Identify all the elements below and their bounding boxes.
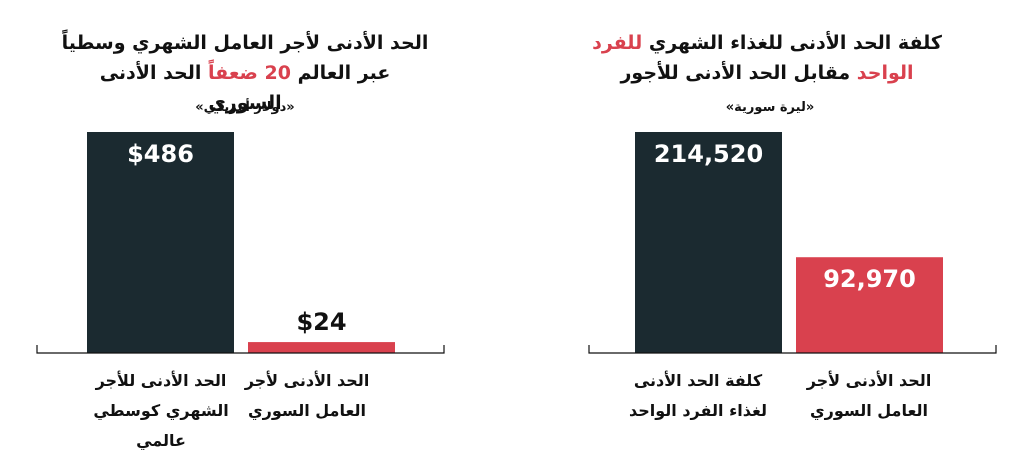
category-label-syria: الحد الأدنى لأجر العامل السوري xyxy=(806,371,932,420)
title-part-1: الحد الأدنى لأجر العامل الشهري وسطياً عب… xyxy=(61,32,429,84)
title-highlight: للفرد الواحد xyxy=(592,32,914,84)
title-part-3: الحد الأدنى السوري xyxy=(99,62,282,114)
data-label: $24 xyxy=(296,308,346,336)
category-label-syria: الحد الأدنى لأجر العامل السوري xyxy=(244,371,370,420)
x-axis-baseline xyxy=(588,345,997,354)
bar-first xyxy=(635,132,782,353)
data-label: $486 xyxy=(127,140,194,168)
bar-second xyxy=(796,257,943,353)
unit-label: «ليرة سورية» xyxy=(725,100,815,115)
chart-panel-usd: الحد الأدنى لأجر العامل الشهري وسطياً عب… xyxy=(36,28,445,450)
category-label-global: الحد الأدنى للأجر الشهري كوسطي عالمي xyxy=(93,371,229,450)
bar-second xyxy=(248,342,395,353)
bar-chart-usd: $486 $24 xyxy=(36,132,445,354)
bar-chart-syp: 214,520 92,970 xyxy=(588,132,997,354)
data-label: 214,520 xyxy=(654,140,763,168)
x-axis-baseline xyxy=(36,345,445,354)
title-part-1: كلفة الحد الأدنى للغذاء الشهري xyxy=(642,32,942,54)
data-label: 92,970 xyxy=(823,265,916,293)
title-highlight: 20 ضعفاً xyxy=(208,62,291,84)
chart-panel-syp: كلفة الحد الأدنى للغذاء الشهري للفرد الو… xyxy=(512,0,1024,473)
chart-title: كلفة الحد الأدنى للغذاء الشهري للفرد الو… xyxy=(582,28,952,88)
unit-label: «دولار أمريكي» xyxy=(195,100,295,115)
bar-first xyxy=(87,132,234,353)
title-part-3: مقابل الحد الأدنى للأجور xyxy=(620,62,857,84)
category-label-food: كلفة الحد الأدنى لغذاء الفرد الواحد xyxy=(628,371,768,420)
chart-title: الحد الأدنى لأجر العامل الشهري وسطياً عب… xyxy=(60,28,430,118)
